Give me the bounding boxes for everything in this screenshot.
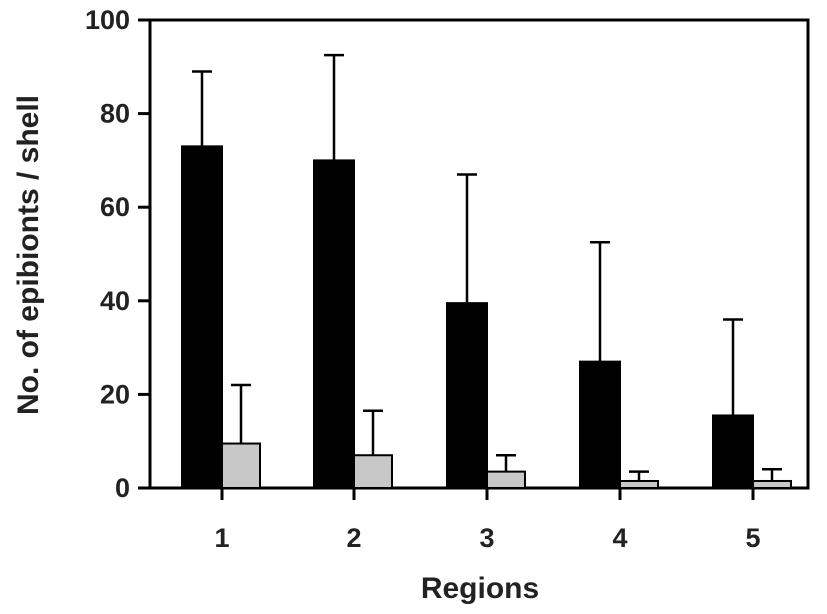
y-tick-label: 20 bbox=[100, 379, 130, 409]
x-tick-label: 1 bbox=[214, 523, 229, 553]
bar-light bbox=[752, 479, 792, 490]
bar-light bbox=[221, 442, 261, 490]
y-tick-label: 0 bbox=[115, 473, 130, 503]
x-tick-label: 4 bbox=[612, 523, 627, 553]
plot-area: 0 20 40 60 80 100 1 2 3 4 5 bbox=[85, 5, 810, 553]
x-tick-label: 2 bbox=[346, 523, 361, 553]
y-axis-title: No. of epibionts / shell bbox=[12, 95, 45, 415]
x-tick-label: 5 bbox=[745, 523, 760, 553]
bar-light bbox=[486, 470, 526, 489]
y-tick-label: 100 bbox=[85, 5, 130, 35]
bar-dark bbox=[446, 302, 488, 490]
bar-dark bbox=[313, 159, 355, 489]
x-axis-title: Regions bbox=[421, 572, 539, 605]
bar-dark bbox=[181, 145, 223, 490]
y-tick-label: 40 bbox=[100, 286, 130, 316]
bar-dark bbox=[579, 360, 621, 490]
y-tick-label: 80 bbox=[100, 99, 130, 129]
bar-dark bbox=[712, 414, 754, 489]
bar-light bbox=[619, 479, 659, 490]
y-tick-label: 60 bbox=[100, 192, 130, 222]
x-tick-label: 3 bbox=[479, 523, 494, 553]
bar-light bbox=[353, 454, 393, 489]
